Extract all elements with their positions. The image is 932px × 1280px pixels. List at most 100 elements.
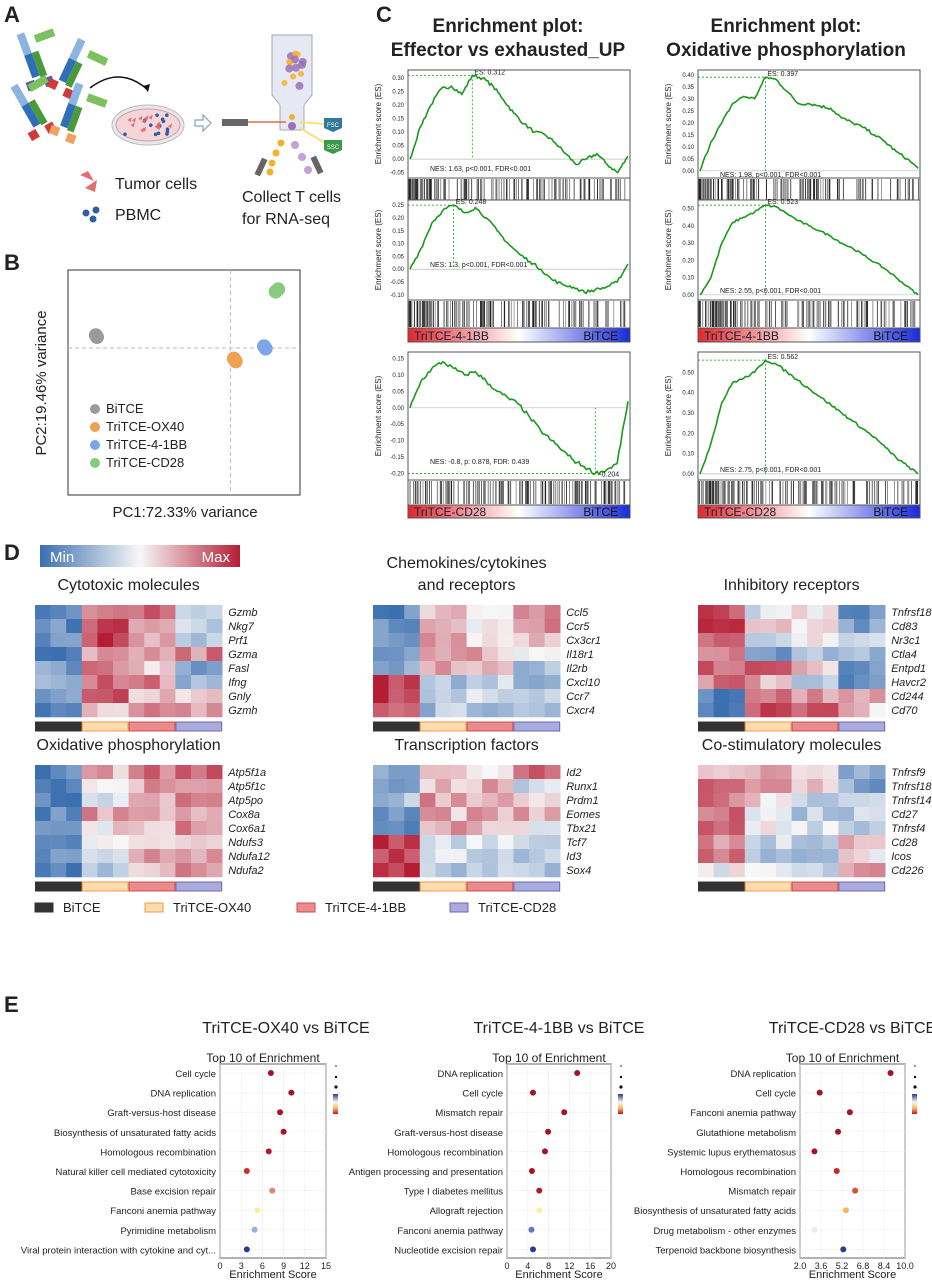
antibody-arm: [21, 102, 41, 128]
negative-cell-icon: [277, 139, 285, 147]
heatmap-cell: [128, 619, 145, 634]
heatmap-cell: [513, 605, 530, 620]
heatmap-cell: [435, 689, 452, 704]
heatmap-gene-label: Cd27: [891, 809, 918, 821]
dotplot-point: [530, 1246, 536, 1253]
heatmap-cell: [466, 633, 483, 648]
tumor-cell-icon: [130, 122, 135, 128]
cell-particle-icon: [290, 55, 299, 64]
heatmap-cell: [838, 849, 855, 864]
heatmap-cell: [497, 807, 514, 822]
heatmap-cell: [776, 849, 792, 864]
heatmap-cell: [388, 793, 405, 808]
heatmap-cell: [50, 703, 67, 718]
pca-legend-marker: [90, 404, 100, 414]
heatmap-color-scale-bar: [40, 545, 240, 567]
heatmap-cell: [776, 689, 792, 704]
heatmap-cell: [838, 661, 855, 676]
heatmap-cell: [113, 689, 129, 704]
heatmap-cell: [404, 863, 421, 878]
heatmap-cell: [698, 835, 714, 850]
heatmap-cell: [388, 633, 405, 648]
heatmap-cell: [113, 605, 129, 620]
heatmap-gene-label: Tnfrsf18: [891, 781, 932, 793]
heatmap-cell: [791, 661, 808, 676]
gsea-y-tick-label: 0.10: [682, 276, 694, 282]
heatmap-cell: [822, 703, 839, 718]
dotplot-term-label: Allograft rejection: [430, 1206, 503, 1217]
gsea-y-axis-label: Enrichment score (ES): [374, 83, 383, 164]
heatmap-gene-label: Runx1: [566, 781, 598, 793]
gsea-nes-label: NES: 1.98, p<0.001, FDR<0.001: [720, 172, 821, 179]
heatmap-cell: [544, 647, 561, 662]
gsea-plot-frame: [407, 69, 631, 179]
heatmap-cell: [97, 675, 114, 690]
heatmap-cell: [838, 821, 855, 836]
dotplot-term-label: Terpenoid backbone biosynthesis: [656, 1245, 797, 1256]
heatmap-cell: [144, 675, 161, 690]
heatmap-cell: [760, 765, 777, 780]
heatmap-cell: [529, 703, 545, 718]
heatmap-cell: [388, 689, 405, 704]
heatmap-cell: [729, 703, 746, 718]
heatmap-cell: [435, 807, 452, 822]
heatmap-scale-min-label: Min: [50, 549, 74, 566]
heatmap-cell: [206, 807, 223, 822]
heatmap-cell: [466, 661, 483, 676]
fsc-detector-icon: [324, 118, 342, 132]
gsea-y-tick-label: 0.05: [682, 157, 694, 163]
heatmap-cell: [175, 661, 192, 676]
deflection-plate-icon: [254, 157, 268, 177]
gsea-y-tick-label: 0.10: [392, 242, 404, 248]
heatmap-cell: [529, 647, 545, 662]
heatmap-cell: [175, 821, 192, 836]
heatmap-cell: [807, 807, 824, 822]
heatmap-cell: [529, 605, 545, 620]
heatmap-cell: [466, 605, 483, 620]
panel-label-e: E: [4, 992, 19, 1017]
heatmap-cell: [373, 633, 389, 648]
heatmap-cell: [838, 703, 855, 718]
heatmap-cell: [128, 675, 145, 690]
heatmap-cell: [451, 793, 467, 808]
heatmap-cell: [35, 849, 51, 864]
gsea-running-es-line: [699, 204, 919, 296]
cell-particle-icon: [295, 81, 304, 90]
heatmap-cell: [869, 689, 886, 704]
heatmap-cell: [760, 661, 777, 676]
heatmap-cell: [144, 703, 161, 718]
heatmap-cell: [113, 647, 129, 662]
heatmap-cell: [729, 863, 746, 878]
heatmap-cell: [869, 675, 886, 690]
heatmap-gene-label: Cox8a: [228, 809, 260, 821]
heatmap-cell: [466, 793, 483, 808]
heatmap-cell: [97, 605, 114, 620]
pbmc-icon: [156, 131, 161, 136]
dotplot-point: [561, 1109, 568, 1116]
heatmap-cell: [144, 835, 161, 850]
heatmap-cell: [744, 835, 761, 850]
heatmap-scale-max-label: Max: [202, 549, 231, 566]
heatmap-cell: [713, 619, 730, 634]
heatmap-cell: [404, 849, 421, 864]
heatmap-cell: [838, 675, 855, 690]
heatmap-cell: [419, 835, 436, 850]
heatmap-cell: [497, 793, 514, 808]
heatmap-cell: [175, 633, 192, 648]
heatmap-cell: [191, 779, 207, 794]
heatmap-cell: [373, 779, 389, 794]
heatmap-cell: [544, 765, 561, 780]
heatmap-cell: [81, 661, 98, 676]
gsea-nes-label: NES: 2.75, p<0.001, FDR<0.001: [720, 467, 821, 474]
heatmap-cell: [744, 619, 761, 634]
gsea-y-tick-label: 0.25: [392, 90, 404, 96]
heatmap-cytotoxic-molecules: Cytotoxic molecules Gzmb Nkg7 Prf1 Gzma Fasl I…: [35, 577, 258, 732]
antibody-arm: [33, 28, 56, 43]
heatmap-cell: [513, 633, 530, 648]
heatmap-cell: [513, 765, 530, 780]
gsea-ref-label: BiTCE: [583, 329, 618, 343]
antibody-arm: [68, 37, 86, 62]
heatmap-cell: [529, 863, 545, 878]
heatmap-cell: [35, 807, 51, 822]
heatmap-cell: [373, 793, 389, 808]
